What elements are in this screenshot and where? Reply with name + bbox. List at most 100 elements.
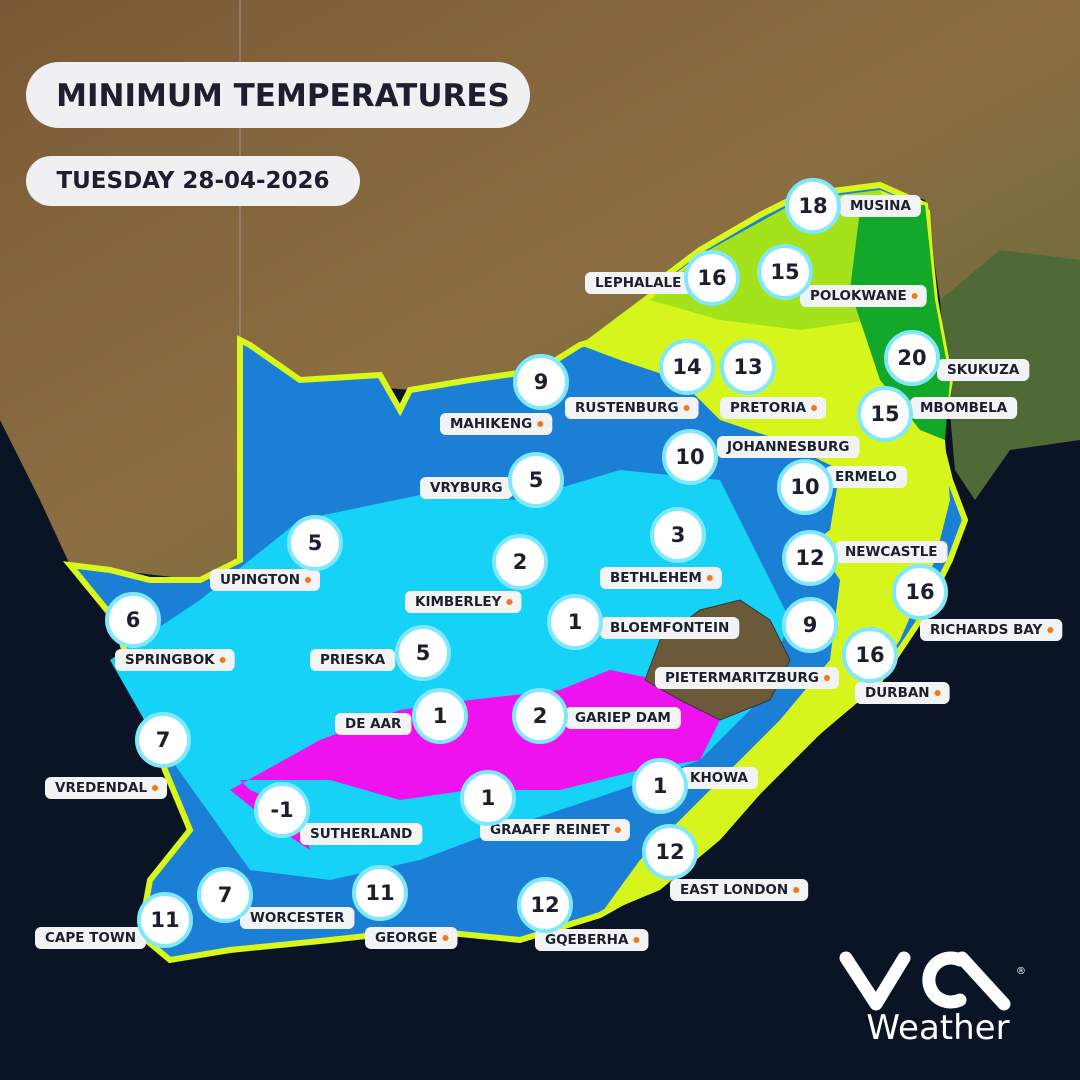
label-pill	[717, 436, 860, 458]
temperature: 5	[308, 531, 323, 555]
city-name: KHOWA	[690, 770, 749, 786]
city-name: ERMELO	[835, 469, 897, 485]
logo	[839, 951, 1011, 1011]
title-pill	[26, 62, 530, 128]
temperature: 2	[513, 550, 528, 574]
temp-circle	[842, 627, 898, 683]
temp-circle	[782, 597, 838, 653]
city-dot	[152, 785, 159, 791]
city-name: WORCESTER	[250, 910, 345, 926]
temperature: 18	[798, 194, 827, 218]
temperature: 10	[675, 445, 704, 469]
temp-circle	[782, 530, 838, 586]
city-label: RICHARDS BAY	[920, 619, 1063, 641]
temp-circle	[460, 770, 516, 826]
city-label: LEPHALALE	[585, 272, 692, 294]
temp-circle	[547, 594, 603, 650]
temp-circle	[642, 824, 698, 880]
temperature: 16	[855, 643, 884, 667]
logo-text: Weather	[866, 1008, 1009, 1048]
label-pill	[855, 682, 950, 704]
city-label: UPINGTON	[210, 569, 321, 591]
label-pill	[825, 466, 907, 488]
city-name: GARIEP DAM	[575, 710, 671, 726]
city-name: PRETORIA	[730, 400, 807, 416]
label-pill	[670, 879, 809, 901]
city-label: VREDENDAL	[45, 777, 168, 799]
temperature: 10	[790, 475, 819, 499]
registered-mark: ®	[1016, 966, 1026, 977]
temp-circle	[197, 867, 253, 923]
temp-circle	[662, 429, 718, 485]
temperature: 7	[156, 728, 171, 752]
city-name: PRIESKA	[320, 652, 386, 668]
temperature: 5	[529, 468, 544, 492]
temperature: 1	[568, 610, 583, 634]
label-pill	[35, 927, 147, 949]
city-name: SPRINGBOK	[125, 652, 215, 668]
temperature: 15	[870, 402, 899, 426]
label-pill	[840, 195, 921, 217]
temp-circle	[105, 592, 161, 648]
temperature: 9	[534, 370, 549, 394]
temp-circle	[785, 178, 841, 234]
temp-circle	[884, 330, 940, 386]
temp-circle	[720, 339, 776, 395]
temperature: 1	[653, 774, 668, 798]
city-dot	[614, 827, 621, 833]
label-pill	[680, 767, 758, 789]
city-label: GEORGE	[365, 927, 458, 949]
date: TUESDAY 28-04-2026	[56, 168, 329, 194]
temperature: 3	[671, 523, 686, 547]
city-label: MUSINA	[840, 195, 921, 217]
city-label: MAHIKENG	[440, 413, 553, 435]
temp-circle	[857, 386, 913, 442]
temperature: 12	[795, 546, 824, 570]
city-name: GEORGE	[375, 930, 437, 946]
city-name: EAST LONDON	[680, 882, 788, 898]
temp-circle	[492, 534, 548, 590]
city-label: WORCESTER	[240, 907, 355, 929]
city-label: KHOWA	[680, 767, 758, 789]
city-labels: MUSINA LEPHALALE POLOKWANE SKUKUZA MAHIKENG R…	[35, 178, 1063, 951]
city-name: GRAAFF REINET	[490, 822, 611, 838]
city-dot	[706, 575, 713, 581]
city-name: RICHARDS BAY	[930, 622, 1043, 638]
label-pill	[600, 617, 740, 639]
temperature: 2	[533, 704, 548, 728]
label-pill	[565, 397, 699, 419]
temp-circle	[254, 782, 310, 838]
temperature: 11	[150, 908, 179, 932]
city-label: JOHANNESBURG	[717, 436, 860, 458]
city-label: GARIEP DAM	[565, 707, 681, 729]
city-name: DE AAR	[345, 716, 402, 732]
temperature: -1	[270, 798, 293, 822]
city-dot	[934, 690, 941, 696]
city-label: VRYBURG	[420, 477, 513, 499]
label-pill	[115, 649, 235, 671]
label-pill	[300, 823, 423, 845]
city-name: VRYBURG	[430, 480, 503, 496]
city-dot	[793, 887, 800, 893]
label-pill	[240, 907, 355, 929]
city-label: POLOKWANE	[800, 285, 927, 307]
city-label: DURBAN	[855, 682, 950, 704]
label-pill	[440, 413, 553, 435]
city-dot	[683, 405, 690, 411]
temperature: 1	[433, 704, 448, 728]
temperature: 5	[416, 641, 431, 665]
city-label: GQEBERHA	[535, 929, 649, 951]
label-pill	[480, 819, 630, 841]
temperature: 16	[697, 266, 726, 290]
label-pill	[937, 359, 1030, 381]
temperature: 11	[365, 881, 394, 905]
city-name: SKUKUZA	[947, 362, 1020, 378]
temp-circle	[632, 758, 688, 814]
city-name: MBOMBELA	[920, 400, 1008, 416]
city-name: RUSTENBURG	[575, 400, 679, 416]
temperature: 9	[803, 613, 818, 637]
city-name: POLOKWANE	[810, 288, 907, 304]
city-dot	[911, 293, 918, 299]
city-label: PRETORIA	[720, 397, 827, 419]
